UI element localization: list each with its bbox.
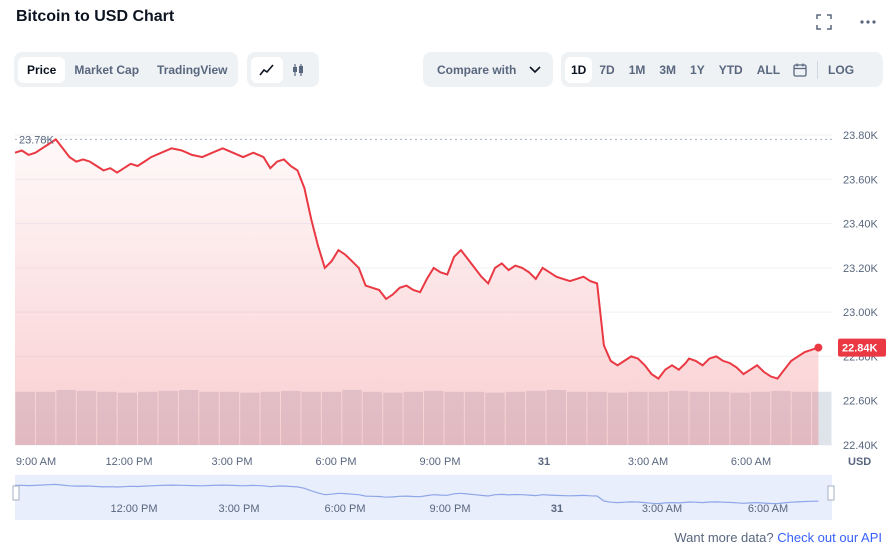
x-tick-label: 9:00 AM <box>16 456 56 468</box>
navigator-tick-label: 12:00 PM <box>110 503 157 515</box>
api-promo-text: Want more data? <box>674 530 774 545</box>
toolbar-divider <box>817 60 819 79</box>
price-area <box>15 139 819 445</box>
candlestick-button[interactable] <box>283 57 313 83</box>
range-all[interactable]: ALL <box>756 62 781 77</box>
navigator-tick-label: 31 <box>551 503 563 515</box>
y-tick-label: 23.20K <box>843 263 879 275</box>
calendar-button[interactable] <box>787 57 813 83</box>
y-tick-label: 23.60K <box>843 174 879 186</box>
line-chart-icon <box>259 63 274 75</box>
navigator-tick-label: 6:00 AM <box>748 503 788 515</box>
x-axis-labels: 9:00 AM 12:00 PM 3:00 PM 6:00 PM 9:00 PM 31 3:… <box>16 456 771 468</box>
navigator-handle-left[interactable] <box>12 485 20 501</box>
candlestick-icon <box>293 63 303 76</box>
x-tick-label: 3:00 PM <box>212 456 253 468</box>
navigator-line <box>14 483 819 505</box>
y-tick-label: 22.60K <box>843 396 879 408</box>
current-price-label: 22.84K <box>842 343 878 355</box>
navigator-handle-right[interactable] <box>827 485 835 501</box>
range-navigator: 12:00 PM 3:00 PM 6:00 PM 9:00 PM 31 3:00 AM 6:… <box>12 475 835 520</box>
current-price-dot <box>814 343 823 352</box>
navigator-tick-label: 9:00 PM <box>430 503 471 515</box>
range-1y[interactable]: 1Y <box>690 62 705 77</box>
api-link[interactable]: Check out our API <box>777 530 882 545</box>
calendar-icon <box>793 63 807 77</box>
x-tick-label: 3:00 AM <box>628 456 668 468</box>
tab-market-cap[interactable]: Market Cap <box>74 62 140 77</box>
more-icon[interactable] <box>858 12 878 32</box>
navigator-labels: 12:00 PM 3:00 PM 6:00 PM 9:00 PM 31 3:00 AM 6:… <box>110 503 788 515</box>
y-axis-labels: 23.80K23.60K23.40K23.20K23.00K22.80K22.6… <box>843 130 879 452</box>
chevron-down-icon <box>529 65 541 73</box>
tab-tradingview[interactable]: TradingView <box>157 62 228 77</box>
tab-price[interactable]: Price <box>18 56 66 83</box>
x-tick-label: 31 <box>538 456 550 468</box>
max-price-label: 23.78K <box>19 134 55 146</box>
chart-title: Bitcoin to USD Chart <box>16 8 175 25</box>
time-range-tabs: 1D 7D 1M 3M 1Y YTD ALL LOG <box>561 52 883 87</box>
y-tick-label: 22.40K <box>843 440 879 452</box>
y-tick-label: 23.80K <box>843 130 879 142</box>
y-tick-label: 23.00K <box>843 307 879 319</box>
x-tick-label: 12:00 PM <box>105 456 152 468</box>
range-3m[interactable]: 3M <box>659 62 677 77</box>
x-tick-label: 9:00 PM <box>420 456 461 468</box>
current-price-badge <box>838 338 886 357</box>
y-unit-label: USD <box>848 456 871 468</box>
y-tick-label: 23.40K <box>843 219 879 231</box>
price-chart[interactable]: 23.80K23.60K23.40K23.20K23.00K22.80K22.6… <box>0 95 892 525</box>
line-chart-button[interactable] <box>251 56 283 83</box>
range-1d[interactable]: 1D <box>565 56 593 83</box>
chart-style-toggle <box>247 52 319 87</box>
compare-with-label: Compare with <box>437 62 517 77</box>
navigator-tick-label: 6:00 PM <box>325 503 366 515</box>
price-line <box>14 138 819 380</box>
compare-with-dropdown[interactable]: Compare with <box>423 52 553 87</box>
metric-tabs: Price Market Cap TradingView <box>14 52 238 87</box>
top-actions <box>814 12 878 32</box>
navigator-tick-label: 3:00 AM <box>642 503 682 515</box>
api-promo: Want more data? Check out our API <box>674 530 882 545</box>
range-ytd[interactable]: YTD <box>718 62 743 77</box>
range-1m[interactable]: 1M <box>628 62 646 77</box>
x-tick-label: 6:00 PM <box>316 456 357 468</box>
x-tick-label: 6:00 AM <box>731 456 771 468</box>
log-toggle[interactable]: LOG <box>828 62 855 77</box>
range-7d[interactable]: 7D <box>599 62 615 77</box>
fullscreen-icon[interactable] <box>814 12 834 32</box>
navigator-tick-label: 3:00 PM <box>219 503 260 515</box>
